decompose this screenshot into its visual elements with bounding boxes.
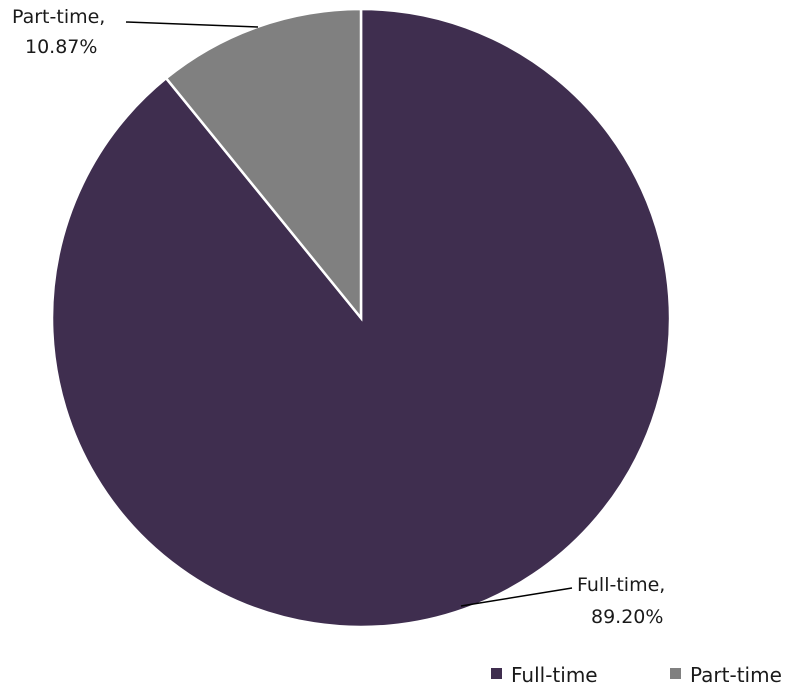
full-time-label-value: 89.20% bbox=[591, 606, 663, 628]
legend-swatch-full-time bbox=[491, 668, 502, 679]
pie-slices bbox=[50, 7, 672, 629]
full-time-label-name: Full-time, bbox=[577, 574, 665, 596]
part-time-leader-line bbox=[125, 21, 259, 28]
full-time-leader-line bbox=[460, 587, 573, 607]
legend-label-part-time: Part-time bbox=[690, 663, 782, 687]
part-time-label-value: 10.87% bbox=[25, 36, 97, 58]
part-time-label-name: Part-time, bbox=[12, 6, 105, 28]
legend: Full-time Part-time bbox=[491, 663, 782, 687]
legend-label-full-time: Full-time bbox=[511, 663, 598, 687]
legend-swatch-part-time bbox=[670, 668, 681, 679]
